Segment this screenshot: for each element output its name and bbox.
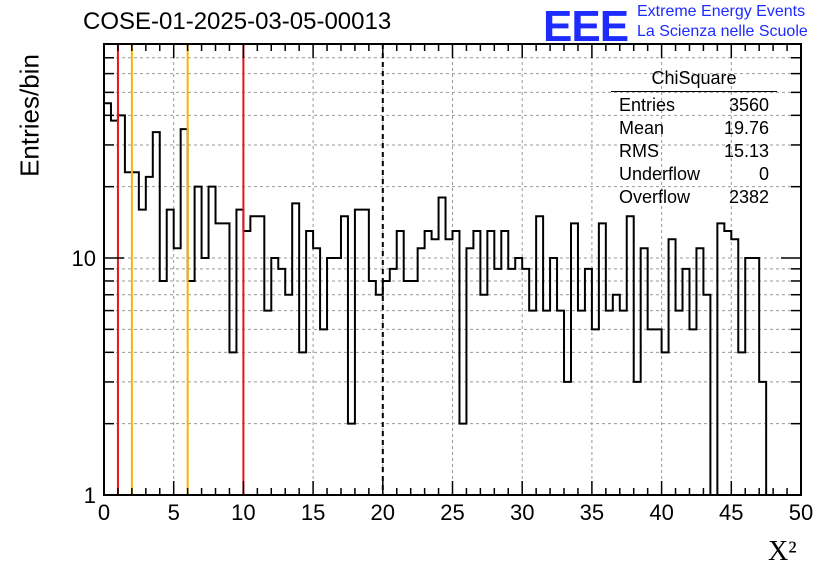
stats-label: Underflow — [619, 164, 701, 184]
stats-row: RMS 15.13 — [611, 140, 777, 163]
stats-row: Overflow 2382 — [611, 186, 777, 209]
chart-title: COSE-01-2025-03-05-00013 — [83, 8, 392, 35]
x-axis-label: X² — [768, 536, 797, 567]
stats-title: ChiSquare — [611, 68, 777, 92]
x-tick-label: 45 — [719, 500, 743, 525]
stats-row: Mean 19.76 — [611, 117, 777, 140]
axis-ticks — [103, 43, 802, 496]
stats-label: Mean — [619, 118, 665, 138]
y-tick-label: 10 — [72, 246, 96, 271]
x-tick-label: 5 — [168, 500, 180, 525]
stats-value: 2382 — [728, 187, 769, 207]
marker-lines — [116, 44, 384, 495]
stats-label: Entries — [619, 95, 676, 115]
x-tick-label: 40 — [649, 500, 673, 525]
eee-logo: EEE — [543, 2, 629, 51]
stats-row: Entries 3560 — [611, 94, 777, 117]
logo-line-2: La Scienza nelle Scuole — [637, 23, 808, 40]
x-tick-label: 25 — [440, 500, 464, 525]
y-axis-label: Entries/bin — [14, 54, 45, 177]
logo-line-1: Extreme Energy Events — [637, 3, 806, 20]
stats-value: 3560 — [728, 95, 769, 115]
stats-label: Overflow — [619, 187, 691, 207]
y-tick-label: 1 — [84, 483, 96, 508]
x-tick-label: 20 — [371, 500, 395, 525]
stats-value: 0 — [758, 164, 769, 184]
x-tick-label: 10 — [231, 500, 255, 525]
x-tick-label: 0 — [98, 500, 110, 525]
histogram-series — [104, 102, 768, 496]
x-tick-label: 35 — [580, 500, 604, 525]
stats-value: 15.13 — [723, 141, 769, 161]
stats-value: 19.76 — [723, 118, 769, 138]
x-tick-label: 50 — [789, 500, 813, 525]
tick-labels: 0 5 10 15 20 25 30 35 40 45 50 1 10 — [72, 246, 814, 525]
stats-label: RMS — [619, 141, 659, 161]
x-tick-label: 30 — [510, 500, 534, 525]
stats-row: Underflow 0 — [611, 163, 777, 186]
x-tick-label: 15 — [301, 500, 325, 525]
stats-box: ChiSquare Entries 3560 Mean 19.76 RMS 15.13… — [611, 68, 777, 209]
